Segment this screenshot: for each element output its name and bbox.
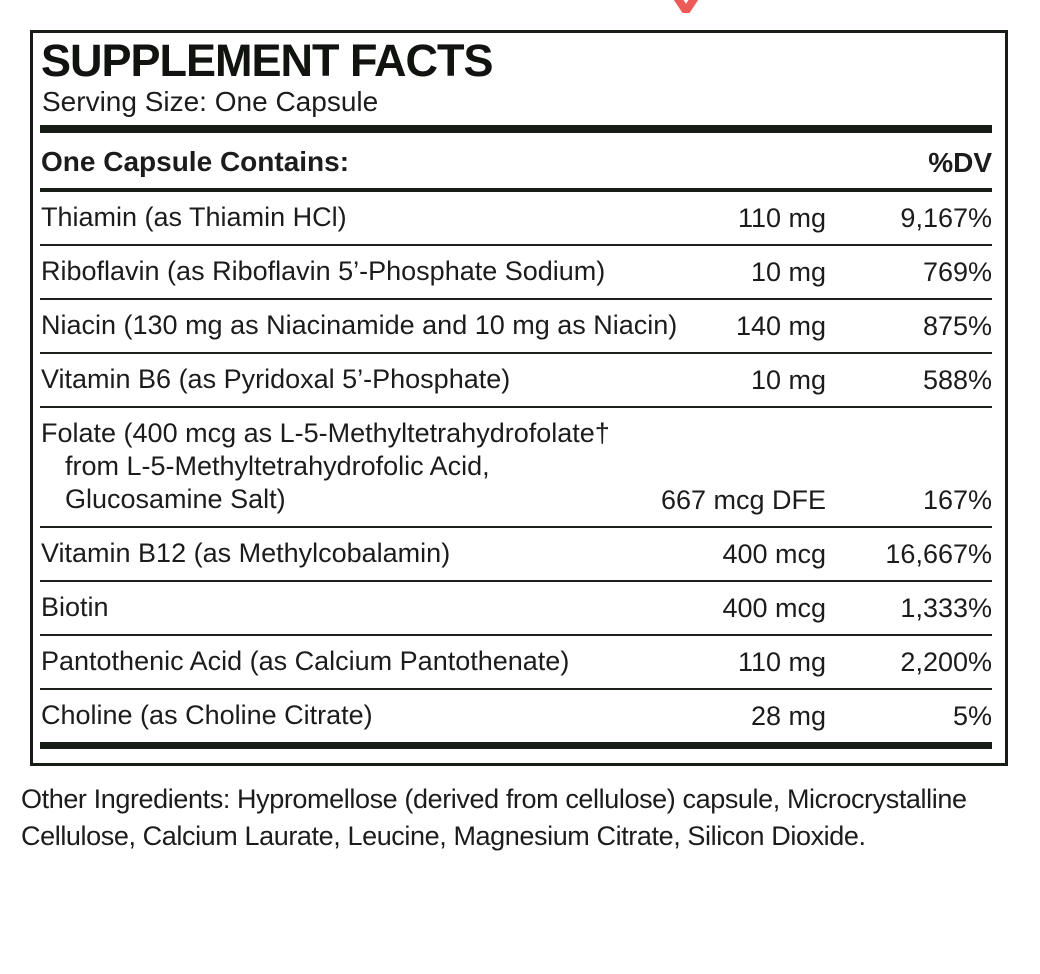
nutrient-dv: 16,667% (885, 538, 992, 569)
other-ingredients-line: Other Ingredients: Hypromellose (derived… (21, 784, 967, 814)
nutrient-amount: 110 mg (737, 646, 826, 677)
table-header-left: One Capsule Contains: (41, 146, 350, 178)
supplement-facts-panel: SUPPLEMENT FACTS Serving Size: One Capsu… (30, 30, 1008, 766)
table-row-choline: Choline (as Choline Citrate) 28 mg 5% (40, 687, 992, 742)
table-row-niacin: Niacin (130 mg as Niacinamide and 10 mg … (40, 298, 992, 352)
nutrient-name: Riboflavin (as Riboflavin 5’-Phosphate S… (41, 256, 606, 287)
nutrient-dv: 167% (922, 484, 992, 515)
table-row-thiamin: Thiamin (as Thiamin HCl) 110 mg 9,167% (40, 192, 992, 244)
nutrient-name: Thiamin (as Thiamin HCl) (41, 202, 347, 233)
nutrient-dv: 588% (922, 364, 992, 395)
nutrient-name: Biotin (41, 591, 109, 622)
divider-thick-top (40, 125, 992, 134)
nutrient-dv: 1,333% (900, 592, 992, 623)
table-header-dv: %DV (928, 147, 992, 179)
table-row-pantothenic-acid: Pantothenic Acid (as Calcium Pantothenat… (40, 633, 992, 688)
nutrient-name: Pantothenic Acid (as Calcium Pantothenat… (41, 645, 570, 676)
nutrient-amount: 28 mg (750, 700, 826, 731)
nutrient-rows: Thiamin (as Thiamin HCl) 110 mg 9,167% R… (40, 192, 992, 741)
nutrient-name: Folate (400 mcg as L-5-Methyltetrahydrof… (40, 417, 661, 516)
nutrient-name-line: Glucosamine Salt) (65, 483, 286, 514)
nutrient-dv: 875% (922, 311, 992, 342)
table-row-biotin: Biotin 400 mcg 1,333% (40, 579, 992, 634)
table-row-vitamin-b6: Vitamin B6 (as Pyridoxal 5’-Phosphate) 1… (40, 352, 992, 406)
nutrient-name-line: Folate (400 mcg as L-5-Methyltetrahydrof… (41, 417, 610, 448)
table-row-vitamin-b12: Vitamin B12 (as Methylcobalamin) 400 mcg… (40, 525, 992, 580)
red-check-mark-icon (673, 0, 699, 13)
nutrient-amount: 667 mcg DFE (660, 484, 826, 515)
nutrient-amount: 110 mg (737, 203, 826, 234)
table-header-row: One Capsule Contains: %DV (40, 133, 992, 193)
divider-thick-bottom (40, 741, 992, 749)
nutrient-dv: 9,167% (900, 203, 992, 234)
nutrient-amount: 10 mg (750, 364, 826, 395)
nutrient-amount: 400 mcg (722, 538, 826, 569)
nutrient-dv: 5% (952, 700, 992, 731)
nutrient-dv: 2,200% (900, 646, 992, 677)
serving-size: Serving Size: One Capsule (42, 86, 379, 118)
daily-value-note: Daily Value (DV) (40, 749, 992, 763)
other-ingredients: Other Ingredients: Hypromellose (derived… (21, 781, 1029, 855)
nutrient-amount: 10 mg (750, 257, 826, 288)
nutrient-name: Vitamin B12 (as Methylcobalamin) (41, 537, 451, 568)
other-ingredients-line: Cellulose, Calcium Laurate, Leucine, Mag… (21, 821, 866, 851)
nutrient-amount: 140 mg (735, 311, 826, 342)
nutrient-name: Vitamin B6 (as Pyridoxal 5’-Phosphate) (41, 364, 511, 395)
table-row-folate: Folate (400 mcg as L-5-Methyltetrahydrof… (40, 405, 992, 526)
nutrient-name: Niacin (130 mg as Niacinamide and 10 mg … (41, 310, 678, 341)
table-row-riboflavin: Riboflavin (as Riboflavin 5’-Phosphate S… (40, 244, 992, 298)
panel-title: SUPPLEMENT FACTS (41, 35, 494, 86)
nutrient-name: Choline (as Choline Citrate) (41, 699, 373, 730)
nutrient-name-line: from L-5-Methyltetrahydrofolic Acid, (65, 450, 490, 481)
nutrient-amount: 400 mcg (722, 592, 826, 623)
nutrient-dv: 769% (922, 257, 992, 288)
